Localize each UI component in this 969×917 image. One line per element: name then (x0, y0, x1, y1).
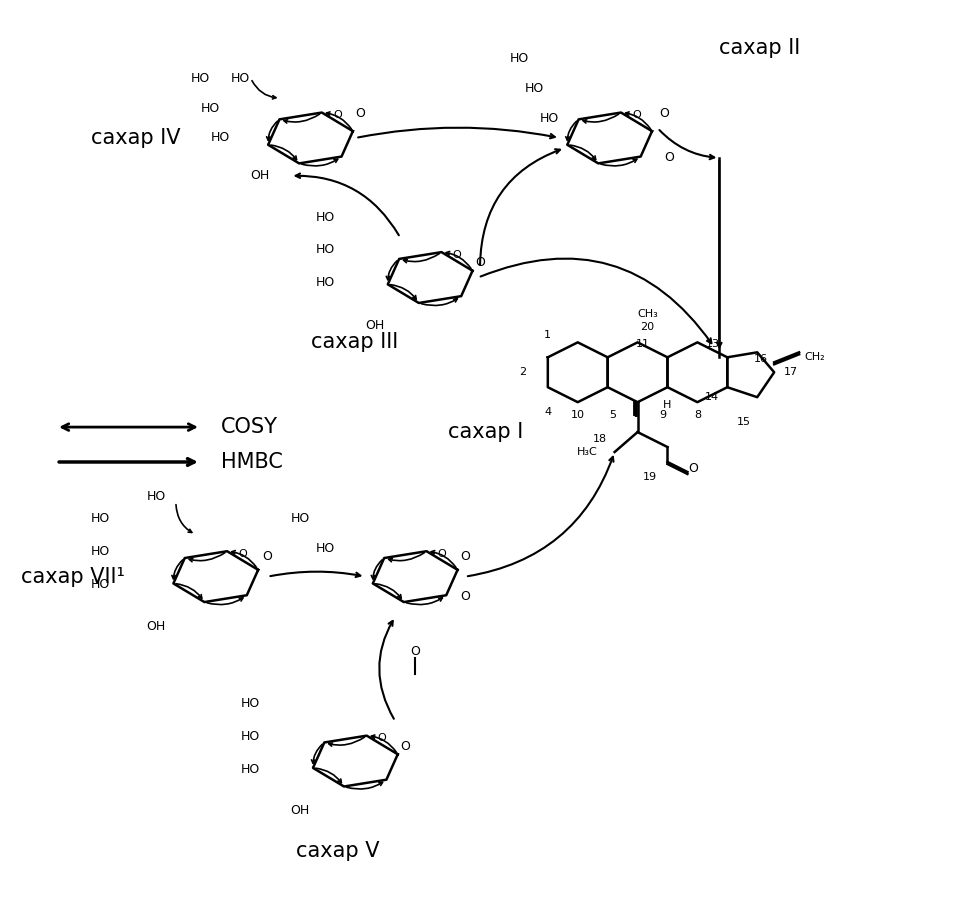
Text: 20: 20 (640, 323, 654, 332)
Text: O: O (632, 110, 641, 120)
Text: 17: 17 (783, 368, 797, 377)
Text: 16: 16 (754, 354, 767, 364)
Text: HO: HO (240, 697, 260, 710)
Text: HO: HO (524, 82, 544, 94)
Text: сахар III: сахар III (310, 332, 397, 352)
Text: 18: 18 (592, 434, 606, 444)
Text: HO: HO (291, 513, 309, 525)
Text: 1: 1 (544, 330, 550, 340)
Text: O: O (332, 110, 341, 120)
Text: O: O (475, 256, 484, 269)
Text: O: O (664, 151, 673, 164)
Text: O: O (378, 734, 387, 744)
Text: 10: 10 (570, 410, 584, 420)
Text: 4: 4 (544, 407, 550, 417)
Text: HO: HO (91, 546, 110, 558)
Text: HMBC: HMBC (221, 452, 282, 472)
Text: O: O (688, 462, 698, 476)
Text: OH: OH (250, 170, 269, 182)
Text: OH: OH (291, 804, 309, 817)
Text: 11: 11 (635, 339, 649, 349)
Text: O: O (410, 645, 420, 657)
Text: сахар VII¹: сахар VII¹ (21, 567, 125, 587)
Text: HO: HO (240, 763, 260, 776)
Text: HO: HO (315, 211, 334, 225)
Text: 2: 2 (518, 368, 526, 377)
Text: 15: 15 (736, 417, 750, 427)
Text: O: O (238, 549, 247, 559)
Text: сахар I: сахар I (448, 422, 523, 442)
Text: O: O (400, 740, 410, 753)
Text: H₃C: H₃C (577, 447, 598, 457)
Text: COSY: COSY (221, 417, 277, 437)
Text: HO: HO (315, 542, 334, 555)
Text: OH: OH (365, 319, 384, 332)
Text: сахар II: сахар II (719, 39, 799, 59)
Text: OH: OH (145, 620, 165, 633)
Text: HO: HO (146, 491, 166, 503)
Text: H: H (663, 400, 671, 410)
Text: HO: HO (91, 513, 110, 525)
Text: 5: 5 (609, 410, 615, 420)
Text: 8: 8 (693, 410, 701, 420)
Text: HO: HO (231, 72, 250, 84)
Text: O: O (459, 590, 470, 603)
Text: O: O (453, 249, 461, 260)
Text: O: O (459, 550, 470, 563)
Text: HO: HO (191, 72, 210, 84)
Text: HO: HO (510, 51, 529, 65)
Text: 19: 19 (641, 472, 656, 482)
Text: сахар V: сахар V (296, 841, 379, 861)
Text: O: O (437, 549, 446, 559)
Text: 14: 14 (704, 392, 719, 403)
Text: O: O (659, 106, 669, 119)
Text: сахар IV: сахар IV (91, 128, 180, 148)
Text: CH₂: CH₂ (803, 352, 824, 362)
Text: HO: HO (240, 730, 260, 743)
Text: 13: 13 (704, 339, 719, 349)
Text: CH₃: CH₃ (637, 309, 657, 319)
Text: HO: HO (315, 276, 334, 289)
Text: HO: HO (210, 131, 230, 145)
Text: HO: HO (91, 578, 110, 591)
Text: HO: HO (201, 102, 220, 115)
Text: O: O (263, 550, 272, 563)
Text: O: O (355, 106, 365, 119)
Text: HO: HO (315, 243, 334, 256)
Text: 9: 9 (658, 410, 666, 420)
Text: HO: HO (540, 112, 558, 125)
